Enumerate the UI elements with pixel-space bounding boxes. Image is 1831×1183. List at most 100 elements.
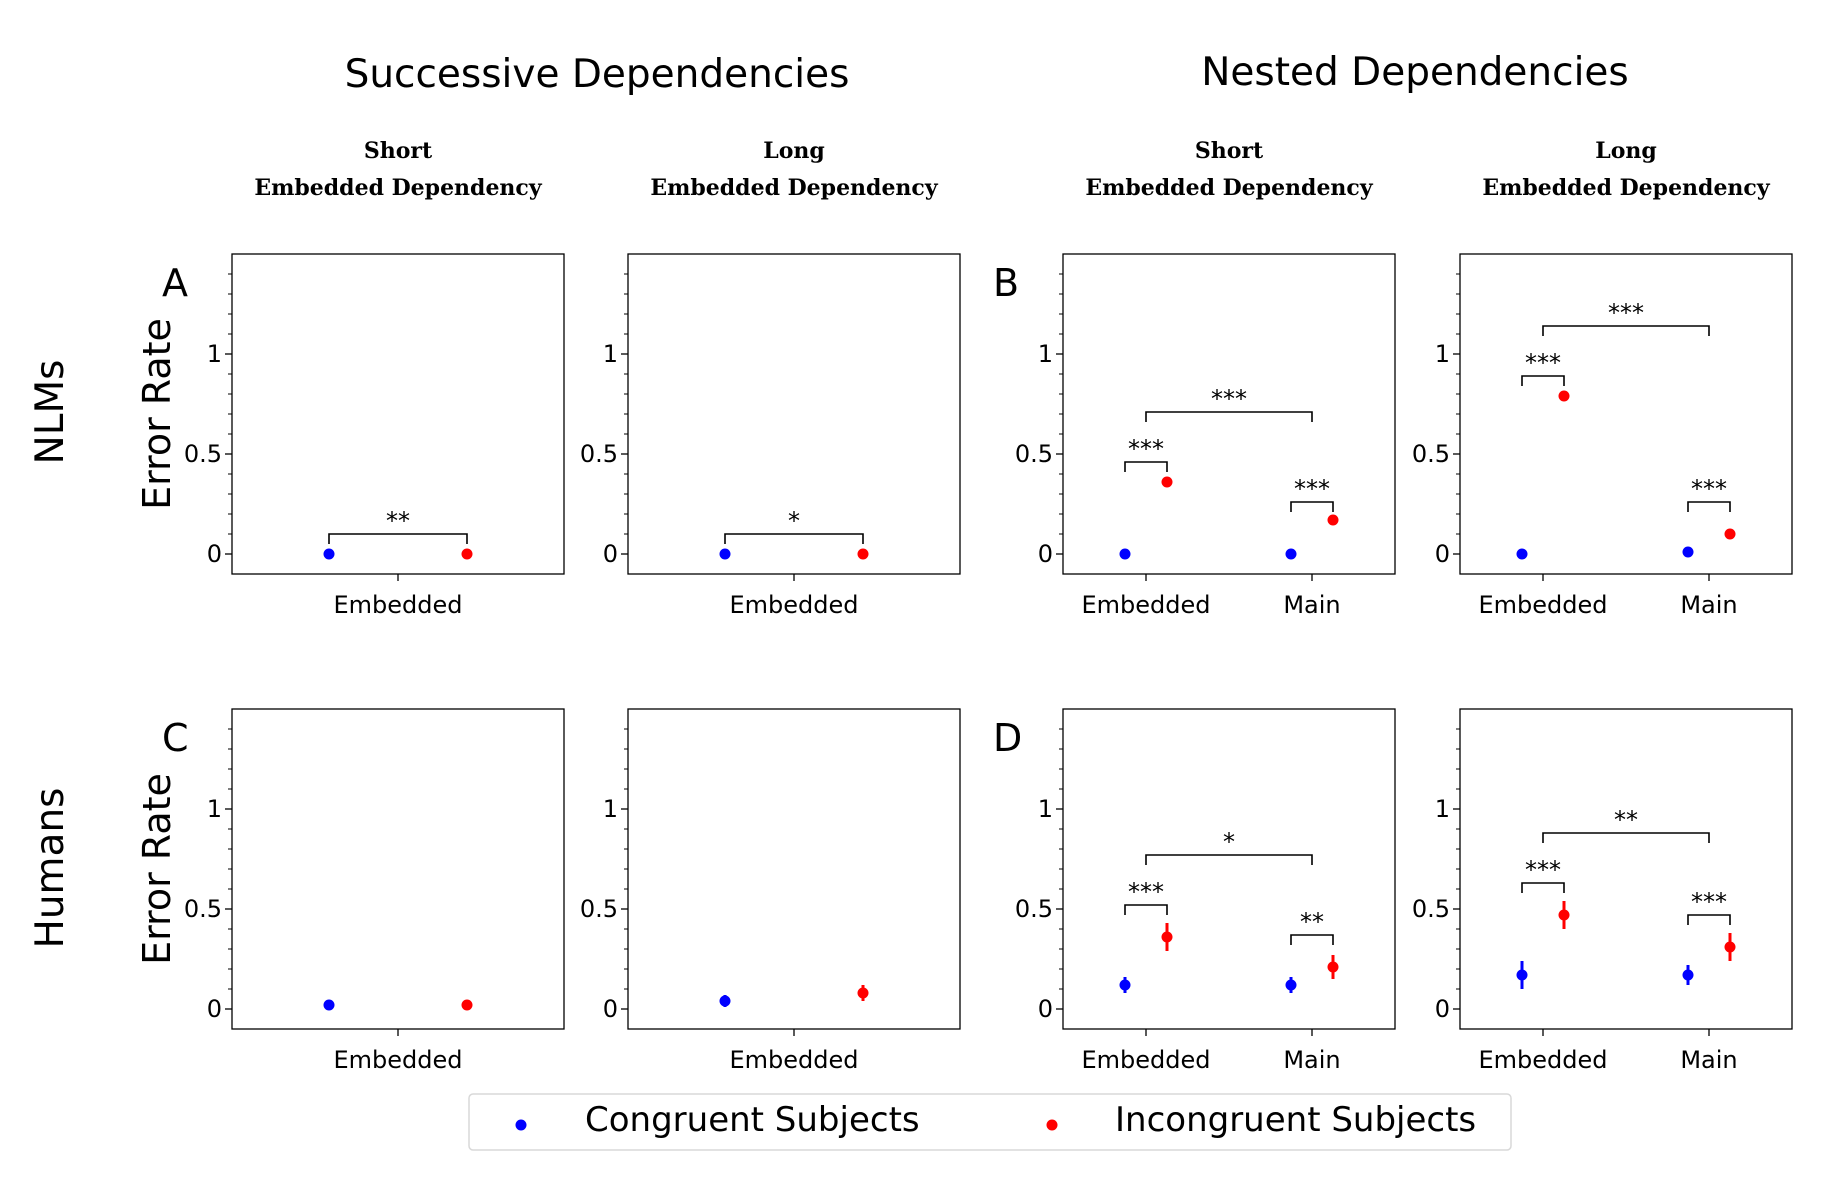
- y-tick-label: 0: [1435, 540, 1450, 568]
- significance-bracket: [328, 533, 468, 544]
- x-tick-label: Embedded: [1081, 591, 1210, 619]
- x-tick-label: Main: [1680, 591, 1737, 619]
- plot-frame: [627, 708, 961, 1030]
- significance-bracket: [1124, 461, 1168, 472]
- significance-label: ***: [1294, 475, 1330, 503]
- y-tick-label: 1: [1038, 340, 1053, 368]
- y-tick-label: 0: [207, 995, 222, 1023]
- data-point: [1161, 931, 1173, 943]
- y-tick-label: 1: [1038, 795, 1053, 823]
- y-tick-label: 0: [1038, 995, 1053, 1023]
- data-point: [1558, 909, 1570, 921]
- significance-bracket: [1145, 854, 1313, 865]
- significance-bracket: [1687, 501, 1731, 512]
- data-point: [1327, 514, 1339, 526]
- y-tick-label: 0: [1038, 540, 1053, 568]
- significance-label: ***: [1608, 299, 1644, 327]
- x-tick-label: Embedded: [333, 591, 462, 619]
- data-point: [719, 995, 731, 1007]
- panel-4: 0 0.5 1 Embedded Main *** *** *** Long Embedded D…: [1412, 138, 1793, 619]
- panel-3: 0 0.5 1 Embedded Main *** *** *** B Short Embedded…: [993, 138, 1396, 619]
- data-point: [1682, 969, 1694, 981]
- y-tick-label: 1: [603, 795, 618, 823]
- legend-marker-incongruent: [1046, 1119, 1058, 1131]
- legend-label-congruent: Congruent Subjects: [585, 1100, 920, 1140]
- x-tick-label: Embedded: [1478, 591, 1607, 619]
- significance-label: ***: [1691, 475, 1727, 503]
- panel-2: 0 0.5 1 Embedded * Long Embedded Dependency: [580, 138, 961, 619]
- data-point: [1327, 961, 1339, 973]
- significance-bracket: [724, 533, 864, 544]
- panel-letter: C: [162, 716, 189, 760]
- data-point: [1516, 969, 1528, 981]
- y-tick-label: 0: [603, 995, 618, 1023]
- y-tick-label: 0.5: [1015, 440, 1053, 468]
- significance-label: ***: [1525, 349, 1561, 377]
- y-tick-label: 0.5: [1412, 440, 1450, 468]
- x-tick-label: Embedded: [1478, 1046, 1607, 1074]
- data-point: [1161, 476, 1173, 488]
- data-point: [1724, 528, 1736, 540]
- significance-bracket: [1542, 832, 1710, 843]
- subplot-title: Embedded Dependency: [1482, 175, 1770, 201]
- significance-label: **: [386, 507, 410, 535]
- y-tick-label: 0.5: [1015, 895, 1053, 923]
- legend-frame: [468, 1093, 1512, 1151]
- x-tick-label: Main: [1283, 1046, 1340, 1074]
- data-point: [1516, 548, 1528, 560]
- data-point: [719, 548, 731, 560]
- y-axis-label: Error Rate: [135, 318, 179, 510]
- y-tick-label: 1: [207, 340, 222, 368]
- panel-letter: D: [993, 716, 1022, 760]
- y-tick-label: 1: [603, 340, 618, 368]
- data-point: [857, 548, 869, 560]
- significance-bracket: [1124, 904, 1168, 915]
- y-tick-label: 0.5: [184, 895, 222, 923]
- significance-bracket: [1290, 501, 1334, 512]
- subplot-title: Short: [1195, 138, 1264, 164]
- x-tick-label: Embedded: [1081, 1046, 1210, 1074]
- panel-6: 0 0.5 1 Embedded: [580, 708, 961, 1074]
- significance-label: **: [1300, 908, 1324, 936]
- data-point: [1682, 546, 1694, 558]
- panel-1: 0 0.5 1 Embedded ** Error Rate A Short Embedded …: [135, 138, 565, 619]
- plot-frame: [1459, 708, 1793, 1030]
- significance-bracket: [1290, 934, 1334, 945]
- data-point: [1119, 979, 1131, 991]
- y-tick-label: 1: [1435, 795, 1450, 823]
- group-title-successive: Successive Dependencies: [345, 52, 850, 97]
- panel-letter: B: [993, 261, 1019, 305]
- data-point: [1119, 548, 1131, 560]
- legend: Congruent Subjects Incongruent Subjects: [468, 1093, 1512, 1151]
- significance-label: *: [788, 507, 800, 535]
- subplot-title: Long: [1595, 138, 1657, 164]
- subplot-title: Embedded Dependency: [1085, 175, 1373, 201]
- significance-bracket: [1521, 882, 1565, 893]
- group-title-nested: Nested Dependencies: [1201, 50, 1628, 95]
- y-tick-label: 0.5: [1412, 895, 1450, 923]
- legend-marker-congruent: [515, 1119, 527, 1131]
- plot-frame: [1062, 253, 1396, 575]
- data-point: [1724, 941, 1736, 953]
- x-tick-label: Embedded: [333, 1046, 462, 1074]
- data-point: [1558, 390, 1570, 402]
- significance-bracket: [1687, 914, 1731, 925]
- significance-bracket: [1542, 325, 1710, 336]
- subplot-title: Embedded Dependency: [650, 175, 938, 201]
- y-tick-label: 0: [1435, 995, 1450, 1023]
- panel-letter: A: [162, 261, 188, 305]
- y-tick-label: 0.5: [184, 440, 222, 468]
- significance-bracket: [1521, 375, 1565, 386]
- y-tick-label: 0.5: [580, 440, 618, 468]
- subplot-title: Long: [763, 138, 825, 164]
- x-tick-label: Main: [1680, 1046, 1737, 1074]
- data-point: [461, 999, 473, 1011]
- y-tick-label: 0: [207, 540, 222, 568]
- data-point: [857, 987, 869, 999]
- y-tick-label: 0.5: [580, 895, 618, 923]
- plot-frame: [231, 708, 565, 1030]
- y-tick-label: 1: [207, 795, 222, 823]
- significance-label: ***: [1128, 878, 1164, 906]
